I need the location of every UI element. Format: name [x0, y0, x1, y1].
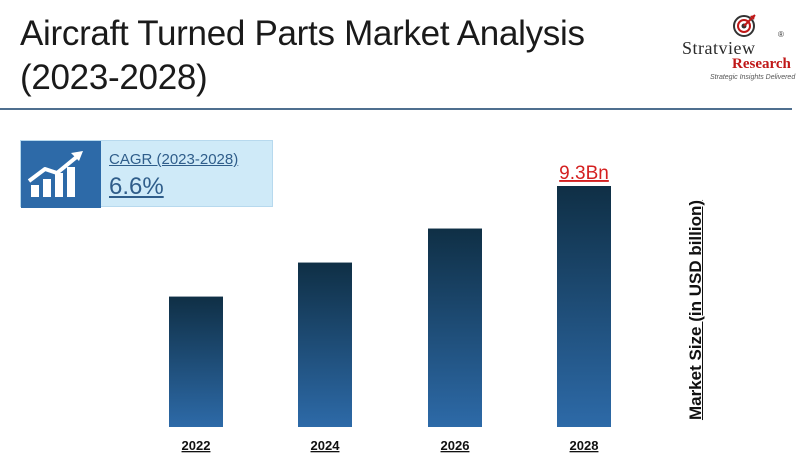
logo-registered-mark: ® [778, 30, 784, 39]
cagr-panel: CAGR (2023-2028) 6.6% [20, 140, 273, 208]
data-label: 9.3Bn [559, 163, 609, 184]
cagr-icon-tile [21, 141, 101, 208]
growth-chart-icon [27, 151, 83, 197]
logo-brand-text: Stratview [682, 38, 756, 58]
cagr-label: CAGR (2023-2028) [109, 151, 239, 168]
target-logo-icon [733, 14, 756, 37]
stratview-logo: Stratview ® Research Strategic Insights … [672, 12, 796, 82]
x-tick-label: 2026 [441, 438, 470, 453]
logo-research-text: Research [732, 56, 791, 72]
cagr-value: 6.6% [109, 173, 164, 200]
header-divider [0, 108, 792, 110]
x-tick-label: 2024 [311, 438, 341, 453]
bar-2022 [169, 296, 223, 427]
x-tick-label: 2022 [182, 438, 211, 453]
title-line-1: Aircraft Turned Parts Market Analysis [20, 14, 585, 53]
page-title: Aircraft Turned Parts Market Analysis (2… [20, 12, 640, 100]
bar-2028 [557, 186, 611, 427]
y-axis-label: Market Size (in USD billion) [686, 199, 705, 421]
bar-2026 [428, 228, 482, 427]
logo-tagline: Strategic Insights Delivered [710, 74, 796, 81]
bar-2024 [298, 262, 352, 427]
x-tick-label: 2028 [570, 438, 599, 453]
title-line-2: (2023-2028) [20, 58, 208, 97]
